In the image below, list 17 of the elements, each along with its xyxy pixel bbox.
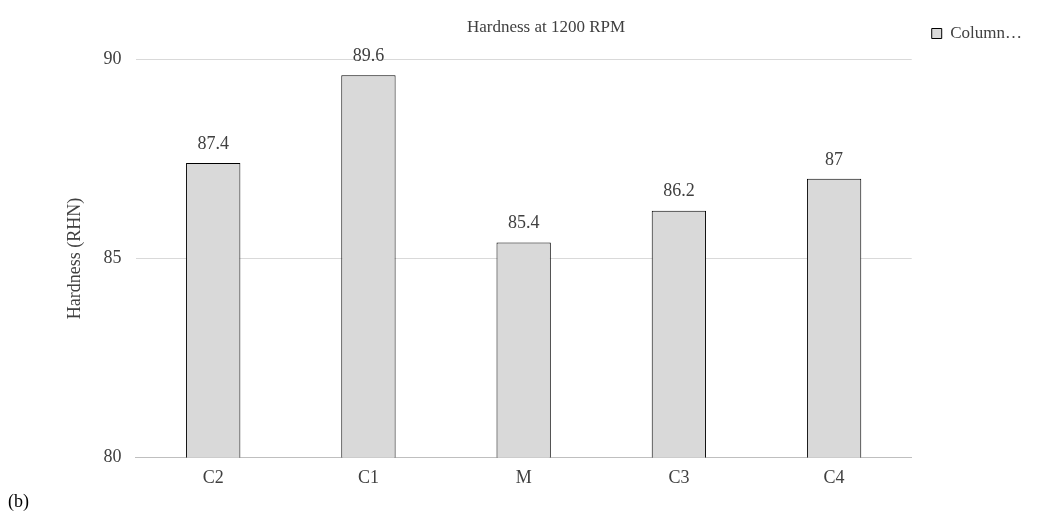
text: (b) [8, 490, 29, 512]
x-tick-label: C4 [823, 466, 845, 487]
x-tick-label: M [515, 466, 532, 487]
data-label: 86.2 [663, 180, 695, 201]
data-label: 87 [825, 148, 844, 169]
chart-title: Hardness at 1200 RPM [466, 16, 626, 36]
y-tick-label: 90 [103, 48, 122, 69]
y-tick-label: 80 [103, 446, 122, 467]
y-axis-title: Hardness (RHN) [63, 197, 85, 320]
data-label: 89.6 [352, 45, 385, 66]
x-tick-label: C1 [357, 466, 379, 487]
x-tick-label: C3 [668, 466, 690, 487]
legend-label: Column… [950, 22, 1023, 42]
data-label: 85.4 [507, 212, 540, 233]
y-tick-label: 85 [103, 247, 122, 268]
x-tick-label: C2 [202, 466, 224, 487]
data-label: 87.4 [197, 132, 229, 153]
